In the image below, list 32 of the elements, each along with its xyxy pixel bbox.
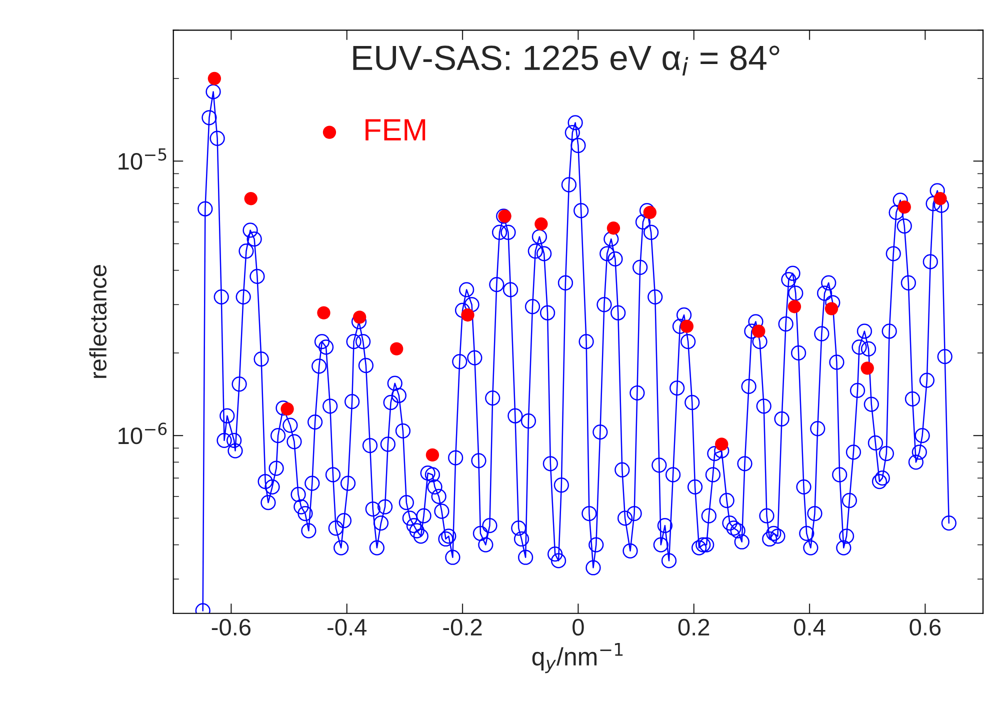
point xyxy=(898,200,911,214)
point xyxy=(208,72,222,86)
point xyxy=(788,300,802,314)
point xyxy=(606,222,620,235)
point xyxy=(317,306,330,320)
point xyxy=(352,310,366,324)
y-tick-label: 10$^{−5}$ xyxy=(118,148,166,170)
x-tick-label: 0 xyxy=(572,618,584,636)
point xyxy=(680,320,694,333)
point xyxy=(643,206,656,220)
x-axis-title: q$_{y}$/nm$^{−1}$ xyxy=(532,643,623,674)
chart-title: EUV-SAS: 1225 eV α$_{i}$ = 84° xyxy=(353,46,780,76)
point xyxy=(824,302,838,316)
point xyxy=(426,448,440,462)
point xyxy=(752,324,766,338)
point xyxy=(390,342,404,356)
x-tick-label: 0.6 xyxy=(910,618,941,636)
x-tick-label: -0.4 xyxy=(328,618,367,636)
point xyxy=(715,438,728,451)
point xyxy=(461,308,474,322)
point xyxy=(244,192,258,206)
x-tick-label: -0.6 xyxy=(212,618,250,636)
x-tick-label: -0.2 xyxy=(443,618,482,636)
point xyxy=(934,192,947,206)
point xyxy=(534,217,548,231)
point xyxy=(860,362,874,375)
y-tick-label: 10$^{−6}$ xyxy=(118,422,167,444)
point xyxy=(280,402,294,416)
y-axis-title: reflectance xyxy=(89,265,107,378)
x-tick-label: 0.2 xyxy=(678,618,710,636)
legend-label: FEM xyxy=(366,119,426,140)
x-tick-label: 0.4 xyxy=(794,618,826,636)
